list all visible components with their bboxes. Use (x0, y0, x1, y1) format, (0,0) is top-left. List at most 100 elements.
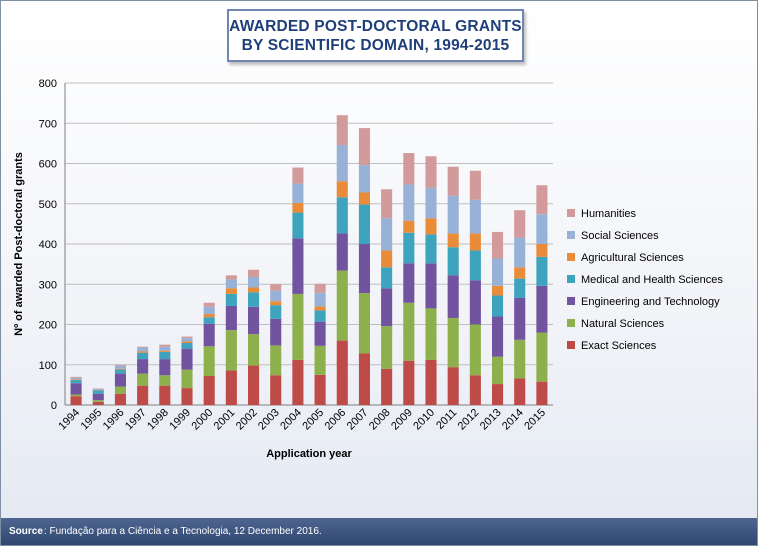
bar-humanities-1997 (137, 346, 149, 348)
x-tick-label: 2003 (256, 407, 282, 433)
bar-natural-sciences-2009 (403, 302, 415, 361)
bar-natural-sciences-1996 (114, 386, 126, 394)
y-tick-label: 400 (39, 239, 57, 251)
bar-social-sciences-1999 (181, 338, 193, 342)
bar-agricultural-sciences-2000 (203, 314, 215, 318)
bar-humanities-2006 (336, 115, 348, 145)
bar-engineering-and-technology-2004 (292, 238, 304, 294)
y-axis-title: Nº of awarded Post-doctoral grants (13, 152, 25, 336)
bar-medical-and-health-sciences-2011 (447, 247, 459, 276)
bar-medical-and-health-sciences-2010 (425, 234, 437, 264)
bar-exact-sciences-1995 (92, 401, 104, 405)
bar-social-sciences-2011 (447, 195, 459, 234)
y-tick-label: 100 (39, 360, 57, 372)
bar-agricultural-sciences-1999 (181, 341, 193, 344)
bar-exact-sciences-2000 (203, 376, 215, 405)
bar-social-sciences-1994 (70, 377, 82, 380)
bar-engineering-and-technology-1998 (159, 359, 171, 376)
bar-exact-sciences-2012 (469, 375, 481, 405)
bar-agricultural-sciences-2005 (314, 306, 326, 311)
bar-natural-sciences-2003 (270, 345, 282, 376)
legend-label: Humanities (581, 208, 637, 220)
legend-label: Medical and Health Sciences (581, 274, 723, 286)
x-tick-label: 2005 (300, 407, 326, 433)
chart-title-box: AWARDED POST-DOCTORAL GRANTS BY SCIENTIF… (227, 9, 524, 62)
bar-humanities-2007 (358, 128, 370, 166)
bar-exact-sciences-1998 (159, 385, 171, 405)
bar-natural-sciences-1997 (137, 373, 149, 386)
bar-engineering-and-technology-1996 (114, 373, 126, 387)
x-tick-label: 2008 (367, 407, 393, 433)
bar-medical-and-health-sciences-2003 (270, 305, 282, 319)
legend-swatch (567, 253, 575, 261)
bar-exact-sciences-2009 (403, 360, 415, 405)
bar-exact-sciences-2002 (248, 365, 260, 405)
y-tick-label: 800 (39, 78, 57, 90)
bar-humanities-2013 (492, 231, 504, 259)
bar-social-sciences-1995 (92, 388, 104, 391)
bar-exact-sciences-2007 (358, 353, 370, 405)
bar-natural-sciences-2005 (314, 345, 326, 375)
bar-humanities-2010 (425, 156, 437, 188)
x-tick-label: 2006 (323, 407, 349, 433)
x-tick-label: 2013 (478, 407, 504, 433)
bar-exact-sciences-1999 (181, 388, 193, 405)
bar-engineering-and-technology-1994 (70, 383, 82, 395)
bar-humanities-1999 (181, 336, 193, 339)
bar-agricultural-sciences-2003 (270, 301, 282, 306)
legend-swatch (567, 319, 575, 327)
bar-agricultural-sciences-2013 (492, 285, 504, 296)
bar-engineering-and-technology-1997 (137, 359, 149, 374)
bar-humanities-2002 (248, 269, 260, 278)
source-label: Source (9, 526, 43, 537)
x-tick-label: 1994 (56, 407, 82, 433)
bar-medical-and-health-sciences-1997 (137, 352, 149, 360)
bar-natural-sciences-1999 (181, 369, 193, 389)
bar-humanities-2015 (536, 185, 548, 215)
bar-medical-and-health-sciences-2008 (381, 267, 393, 289)
bar-engineering-and-technology-2003 (270, 318, 282, 346)
x-tick-label: 2012 (456, 407, 482, 433)
bar-engineering-and-technology-2010 (425, 263, 437, 309)
bar-engineering-and-technology-2009 (403, 263, 415, 303)
bar-social-sciences-2006 (336, 144, 348, 182)
x-tick-label: 1998 (145, 407, 171, 433)
y-tick-label: 300 (39, 279, 57, 291)
x-tick-label: 2015 (522, 407, 548, 433)
bar-natural-sciences-1994 (70, 394, 82, 397)
bar-engineering-and-technology-2005 (314, 321, 326, 346)
bar-social-sciences-1998 (159, 346, 171, 351)
bar-engineering-and-technology-2008 (381, 288, 393, 327)
source-text: : Fundação para a Ciência e a Tecnologia… (43, 526, 322, 537)
bar-exact-sciences-2008 (381, 368, 393, 405)
bar-humanities-2012 (469, 170, 481, 200)
x-tick-label: 1999 (167, 407, 193, 433)
bar-exact-sciences-2014 (514, 378, 526, 405)
x-tick-label: 2007 (345, 407, 371, 433)
bar-medical-and-health-sciences-2000 (203, 317, 215, 324)
legend-swatch (567, 341, 575, 349)
bar-exact-sciences-2006 (336, 340, 348, 405)
chart-svg: 0100200300400500600700800199419951996199… (13, 78, 723, 460)
bar-engineering-and-technology-1999 (181, 348, 193, 370)
bar-engineering-and-technology-2001 (225, 305, 237, 331)
bar-natural-sciences-2001 (225, 330, 237, 371)
bar-agricultural-sciences-2006 (336, 181, 348, 198)
bar-agricultural-sciences-2012 (469, 233, 481, 251)
bar-exact-sciences-2015 (536, 381, 548, 405)
bar-medical-and-health-sciences-2006 (336, 197, 348, 234)
bar-natural-sciences-1998 (159, 375, 171, 386)
x-tick-label: 2004 (278, 407, 304, 433)
bar-medical-and-health-sciences-1999 (181, 343, 193, 349)
bar-agricultural-sciences-2009 (403, 220, 415, 233)
legend-label: Agricultural Sciences (581, 252, 684, 264)
bar-medical-and-health-sciences-1994 (70, 380, 82, 384)
bar-humanities-1998 (159, 344, 171, 347)
bar-agricultural-sciences-1998 (159, 350, 171, 352)
bar-agricultural-sciences-2001 (225, 288, 237, 294)
bar-exact-sciences-2013 (492, 384, 504, 405)
bar-natural-sciences-2008 (381, 326, 393, 369)
bar-exact-sciences-2003 (270, 375, 282, 405)
bar-engineering-and-technology-2007 (358, 244, 370, 294)
bar-humanities-2000 (203, 302, 215, 307)
